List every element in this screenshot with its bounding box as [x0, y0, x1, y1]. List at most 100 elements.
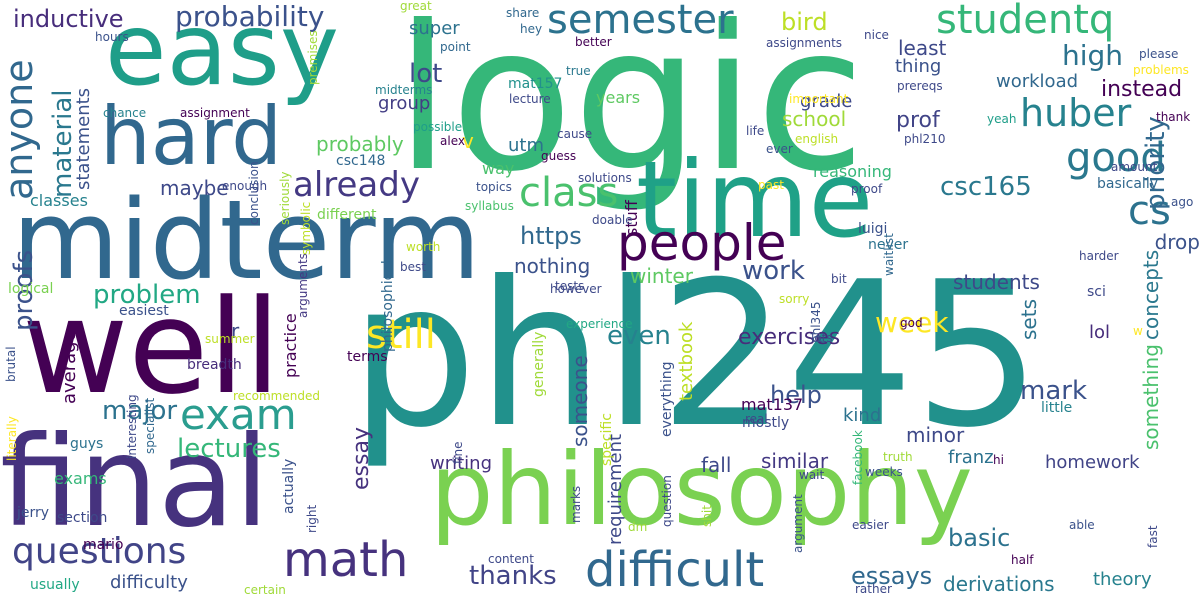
cloud-word: topics [476, 180, 512, 194]
cloud-word: lectures [177, 434, 281, 464]
cloud-word: workload [996, 71, 1079, 92]
cloud-word: least [898, 36, 947, 60]
cloud-word: assignments [766, 36, 843, 50]
cloud-word: phl245 [350, 239, 1042, 472]
cloud-word: basically [1097, 176, 1158, 192]
cloud-word: week [875, 306, 949, 339]
cloud-word: please [1139, 47, 1179, 61]
cloud-word: utm [508, 135, 544, 156]
cloud-word: never [868, 237, 909, 253]
cloud-word: jerry [17, 505, 50, 521]
cloud-word: phl345 [809, 301, 823, 343]
cloud-word: good [1066, 135, 1166, 181]
cloud-word: prereqs [897, 79, 943, 93]
cloud-word: r [231, 319, 240, 343]
cloud-word: dm [628, 520, 648, 534]
cloud-word: statements [73, 87, 94, 190]
cloud-word: worth [406, 240, 441, 254]
cloud-word: writing [430, 453, 493, 474]
cloud-word: sci [1087, 284, 1106, 300]
cloud-word: harder [1079, 249, 1119, 263]
cloud-word: mat157 [508, 76, 563, 92]
cloud-word: important [789, 92, 849, 106]
cloud-word: franz [948, 447, 994, 468]
cloud-word: textbook [676, 321, 697, 401]
cloud-word: high [1062, 39, 1124, 72]
cloud-word: experience [566, 317, 633, 331]
cloud-word: difficult [585, 542, 765, 598]
cloud-word: grade [800, 91, 853, 112]
cloud-word: doable [592, 213, 633, 227]
cloud-word: midterm [12, 176, 481, 304]
cloud-word: anyone [0, 59, 41, 200]
cloud-word: tests [555, 279, 585, 293]
cloud-word: summer [205, 332, 255, 346]
cloud-word: hard [100, 90, 282, 183]
cloud-word: probability [175, 0, 325, 33]
cloud-word: someone [568, 355, 592, 447]
cloud-word: mat137 [741, 395, 804, 414]
cloud-word: sorry [779, 292, 810, 306]
cloud-word: group [378, 93, 431, 114]
cloud-word: assignment [180, 106, 250, 120]
cloud-word: fast [1146, 525, 1160, 548]
cloud-word: nothing [514, 254, 591, 278]
cloud-word: literally [5, 416, 19, 461]
cloud-word: something [1139, 344, 1163, 450]
cloud-word: section [57, 510, 108, 526]
cloud-word: however [550, 282, 602, 296]
cloud-word: seriously [278, 171, 292, 225]
cloud-word: exercises [738, 325, 841, 350]
cloud-word: essays [851, 562, 933, 590]
cloud-word: guys [70, 436, 104, 452]
cloud-word: generally [531, 331, 547, 397]
cloud-word: thanks [469, 561, 557, 591]
cloud-word: homework [1045, 452, 1140, 473]
cloud-word: years [596, 88, 641, 107]
cloud-word: mario [83, 537, 124, 553]
cloud-word: facebook [851, 430, 865, 485]
cloud-word: mark [1020, 376, 1088, 406]
cloud-word: weeks [865, 465, 903, 479]
cloud-word: wait [799, 468, 825, 482]
cloud-word: philosophy [430, 431, 973, 548]
cloud-word: sets [1017, 299, 1041, 340]
cloud-word: guess [541, 149, 577, 163]
cloud-word: reasoning [813, 162, 892, 181]
cloud-word: bit [831, 272, 847, 286]
cloud-word: prof [896, 108, 940, 133]
cloud-word: mostly [742, 415, 790, 431]
cloud-word: recommended [233, 389, 320, 403]
cloud-word: interesting [125, 394, 139, 459]
cloud-word: huber [1020, 91, 1132, 135]
cloud-word: waitlist [882, 233, 896, 276]
cloud-word: school [782, 107, 847, 131]
cloud-word: arguments [296, 253, 310, 318]
cloud-word: past [758, 178, 784, 192]
cloud-word: cs [1128, 188, 1171, 234]
cloud-word: true [566, 64, 591, 78]
cloud-word: actually [281, 458, 297, 514]
cloud-word: problem [93, 280, 201, 310]
cloud-word: phl210 [904, 132, 946, 146]
cloud-word: csc165 [940, 172, 1032, 202]
cloud-word: difficulty [110, 572, 188, 593]
cloud-word: point [440, 40, 471, 54]
cloud-word: argument [791, 494, 805, 553]
cloud-word: time [636, 139, 874, 261]
cloud-word: able [1069, 518, 1095, 532]
cloud-word: problems [1133, 63, 1189, 77]
cloud-word: half [1011, 553, 1034, 567]
cloud-word: god [900, 316, 923, 330]
cloud-word: derivations [943, 572, 1055, 596]
cloud-word: breadth [187, 357, 242, 373]
cloud-word: winter [630, 264, 693, 288]
cloud-word: way [482, 159, 515, 178]
cloud-word: lecture [509, 92, 551, 106]
cloud-word: theory [1093, 569, 1152, 590]
cloud-word: fall [701, 453, 732, 477]
cloud-word: studentq [936, 0, 1115, 43]
cloud-word: logical [8, 281, 54, 297]
cloud-word: right [305, 504, 319, 533]
cloud-word: truth [883, 450, 913, 464]
